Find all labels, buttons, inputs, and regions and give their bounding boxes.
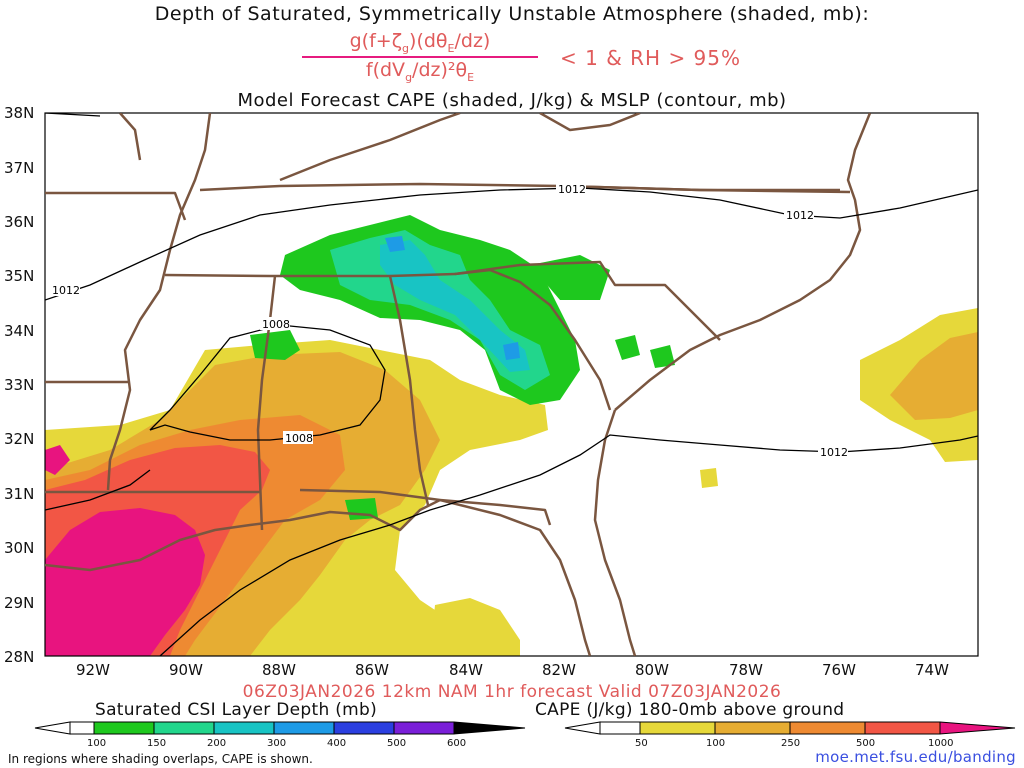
isobar-1012-west	[45, 113, 101, 117]
isobar-1012-gulf	[159, 434, 978, 656]
csi-tick: 200	[207, 738, 227, 749]
lat-label: 31N	[4, 485, 35, 503]
lon-label: 82W	[542, 661, 576, 679]
contour-labels: 1012 1012 1012 1008 1008 1012	[50, 182, 848, 459]
lat-label: 35N	[4, 267, 35, 285]
lon-label: 78W	[729, 661, 763, 679]
cape-tick: 250	[781, 738, 801, 749]
csi-shading-green-patch	[530, 255, 610, 300]
contour-label-bg	[260, 317, 290, 330]
contour-label: 1008	[262, 318, 290, 331]
contour-label: 1012	[786, 209, 814, 222]
cape-colorbar-high-cap	[939, 721, 1016, 735]
contour-label: 1012	[52, 284, 80, 297]
mslp-contours	[45, 113, 978, 656]
lon-label: 84W	[449, 661, 483, 679]
lat-label: 33N	[4, 376, 35, 394]
csi-tick: 500	[387, 738, 407, 749]
csi-shading-green-patch	[615, 335, 640, 360]
lat-label: 38N	[4, 104, 35, 122]
cape-shading-orange-offshore	[890, 332, 978, 420]
isobar-1008	[149, 324, 386, 441]
source-link[interactable]: moe.met.fsu.edu/banding	[815, 748, 1016, 766]
formula-denominator: f(dVg/dz)²θE	[365, 59, 475, 84]
lon-label: 92W	[76, 661, 110, 679]
cape-colorbar-bin	[864, 721, 941, 735]
overlap-note: In regions where shading overlaps, CAPE …	[8, 752, 313, 766]
csi-colorbar-bin	[213, 721, 275, 735]
cape-colorbar-bin	[639, 721, 716, 735]
cape-colorbar-label: CAPE (J/kg) 180-0mb above ground	[535, 700, 845, 720]
lon-label: 76W	[822, 661, 856, 679]
csi-colorbar-bin	[393, 721, 455, 735]
csi-colorbar-bin	[69, 721, 95, 735]
lat-label: 32N	[4, 430, 35, 448]
csi-tick: 100	[87, 738, 107, 749]
lat-label: 28N	[4, 648, 35, 666]
csi-colorbar-bin	[333, 721, 395, 735]
cape-colorbar-bin	[599, 721, 641, 735]
state-borders	[45, 113, 872, 656]
csi-colorbar-bin	[93, 721, 155, 735]
contour-label-bg	[818, 445, 848, 458]
map-shading	[45, 215, 978, 656]
lon-label: 80W	[635, 661, 669, 679]
lon-label: 88W	[262, 661, 296, 679]
contour-label-bg	[556, 182, 586, 195]
csi-tick: 150	[147, 738, 167, 749]
cape-colorbar-low-cap	[564, 721, 601, 735]
csi-colorbar-label: Saturated CSI Layer Depth (mb)	[95, 700, 378, 720]
isobar-1012-south	[45, 469, 151, 511]
contour-label: 1008	[285, 432, 313, 445]
csi-colorbar-low-cap	[34, 721, 71, 735]
csi-shading-green-patch	[650, 345, 675, 368]
cape-shading-yellow-patch	[430, 598, 520, 656]
lat-label: 34N	[4, 322, 35, 340]
csi-colorbar-bin	[273, 721, 335, 735]
contour-label: 1012	[820, 446, 848, 459]
csi-colorbar-high-cap	[453, 721, 526, 735]
csi-shading-blue	[385, 236, 405, 252]
csi-tick: 600	[447, 738, 467, 749]
lat-label: 30N	[4, 539, 35, 557]
csi-shading-cyan	[380, 240, 530, 372]
contour-label-bg	[283, 431, 313, 444]
isobar-1012-north	[45, 187, 978, 301]
lat-label: 29N	[4, 594, 35, 612]
lat-label: 36N	[4, 213, 35, 231]
formula-fraction-bar	[302, 56, 538, 58]
formula-numerator: g(f+ζg)(dθE/dz)	[349, 30, 491, 55]
csi-tick: 400	[327, 738, 347, 749]
contour-label-bg	[784, 208, 814, 221]
cape-tick: 100	[706, 738, 726, 749]
cape-shading-magenta	[45, 508, 205, 656]
cape-shading-magenta-patch	[45, 445, 70, 475]
lon-label: 90W	[169, 661, 203, 679]
cape-colorbar-bin	[789, 721, 866, 735]
title-line-1: Depth of Saturated, Symmetrically Unstab…	[154, 3, 870, 25]
csi-shading-green-patch	[250, 330, 300, 360]
csi-shading-blue	[503, 342, 520, 360]
lon-label: 74W	[915, 661, 949, 679]
valid-time-line: 06Z03JAN2026 12km NAM 1hr forecast Valid…	[242, 682, 782, 702]
cape-tick: 50	[635, 738, 648, 749]
lon-label: 86W	[355, 661, 389, 679]
formula-fraction: g(f+ζg)(dθE/dz) f(dVg/dz)²θE	[300, 28, 540, 84]
contour-label-bg	[50, 283, 80, 296]
csi-tick: 300	[267, 738, 287, 749]
cape-tick: 500	[856, 738, 876, 749]
title-line-3: Model Forecast CAPE (shaded, J/kg) & MSL…	[237, 90, 787, 111]
csi-colorbar	[34, 721, 526, 735]
lat-label: 37N	[4, 159, 35, 177]
cape-tick: 1000	[928, 738, 954, 749]
cape-colorbar-bin	[714, 721, 791, 735]
cape-shading-yellow-patch	[700, 468, 718, 488]
formula-condition: < 1 & RH > 95%	[560, 46, 742, 70]
map-frame	[44, 112, 979, 657]
csi-colorbar-bin	[153, 721, 215, 735]
cape-colorbar	[564, 721, 1016, 735]
contour-label: 1012	[558, 183, 586, 196]
